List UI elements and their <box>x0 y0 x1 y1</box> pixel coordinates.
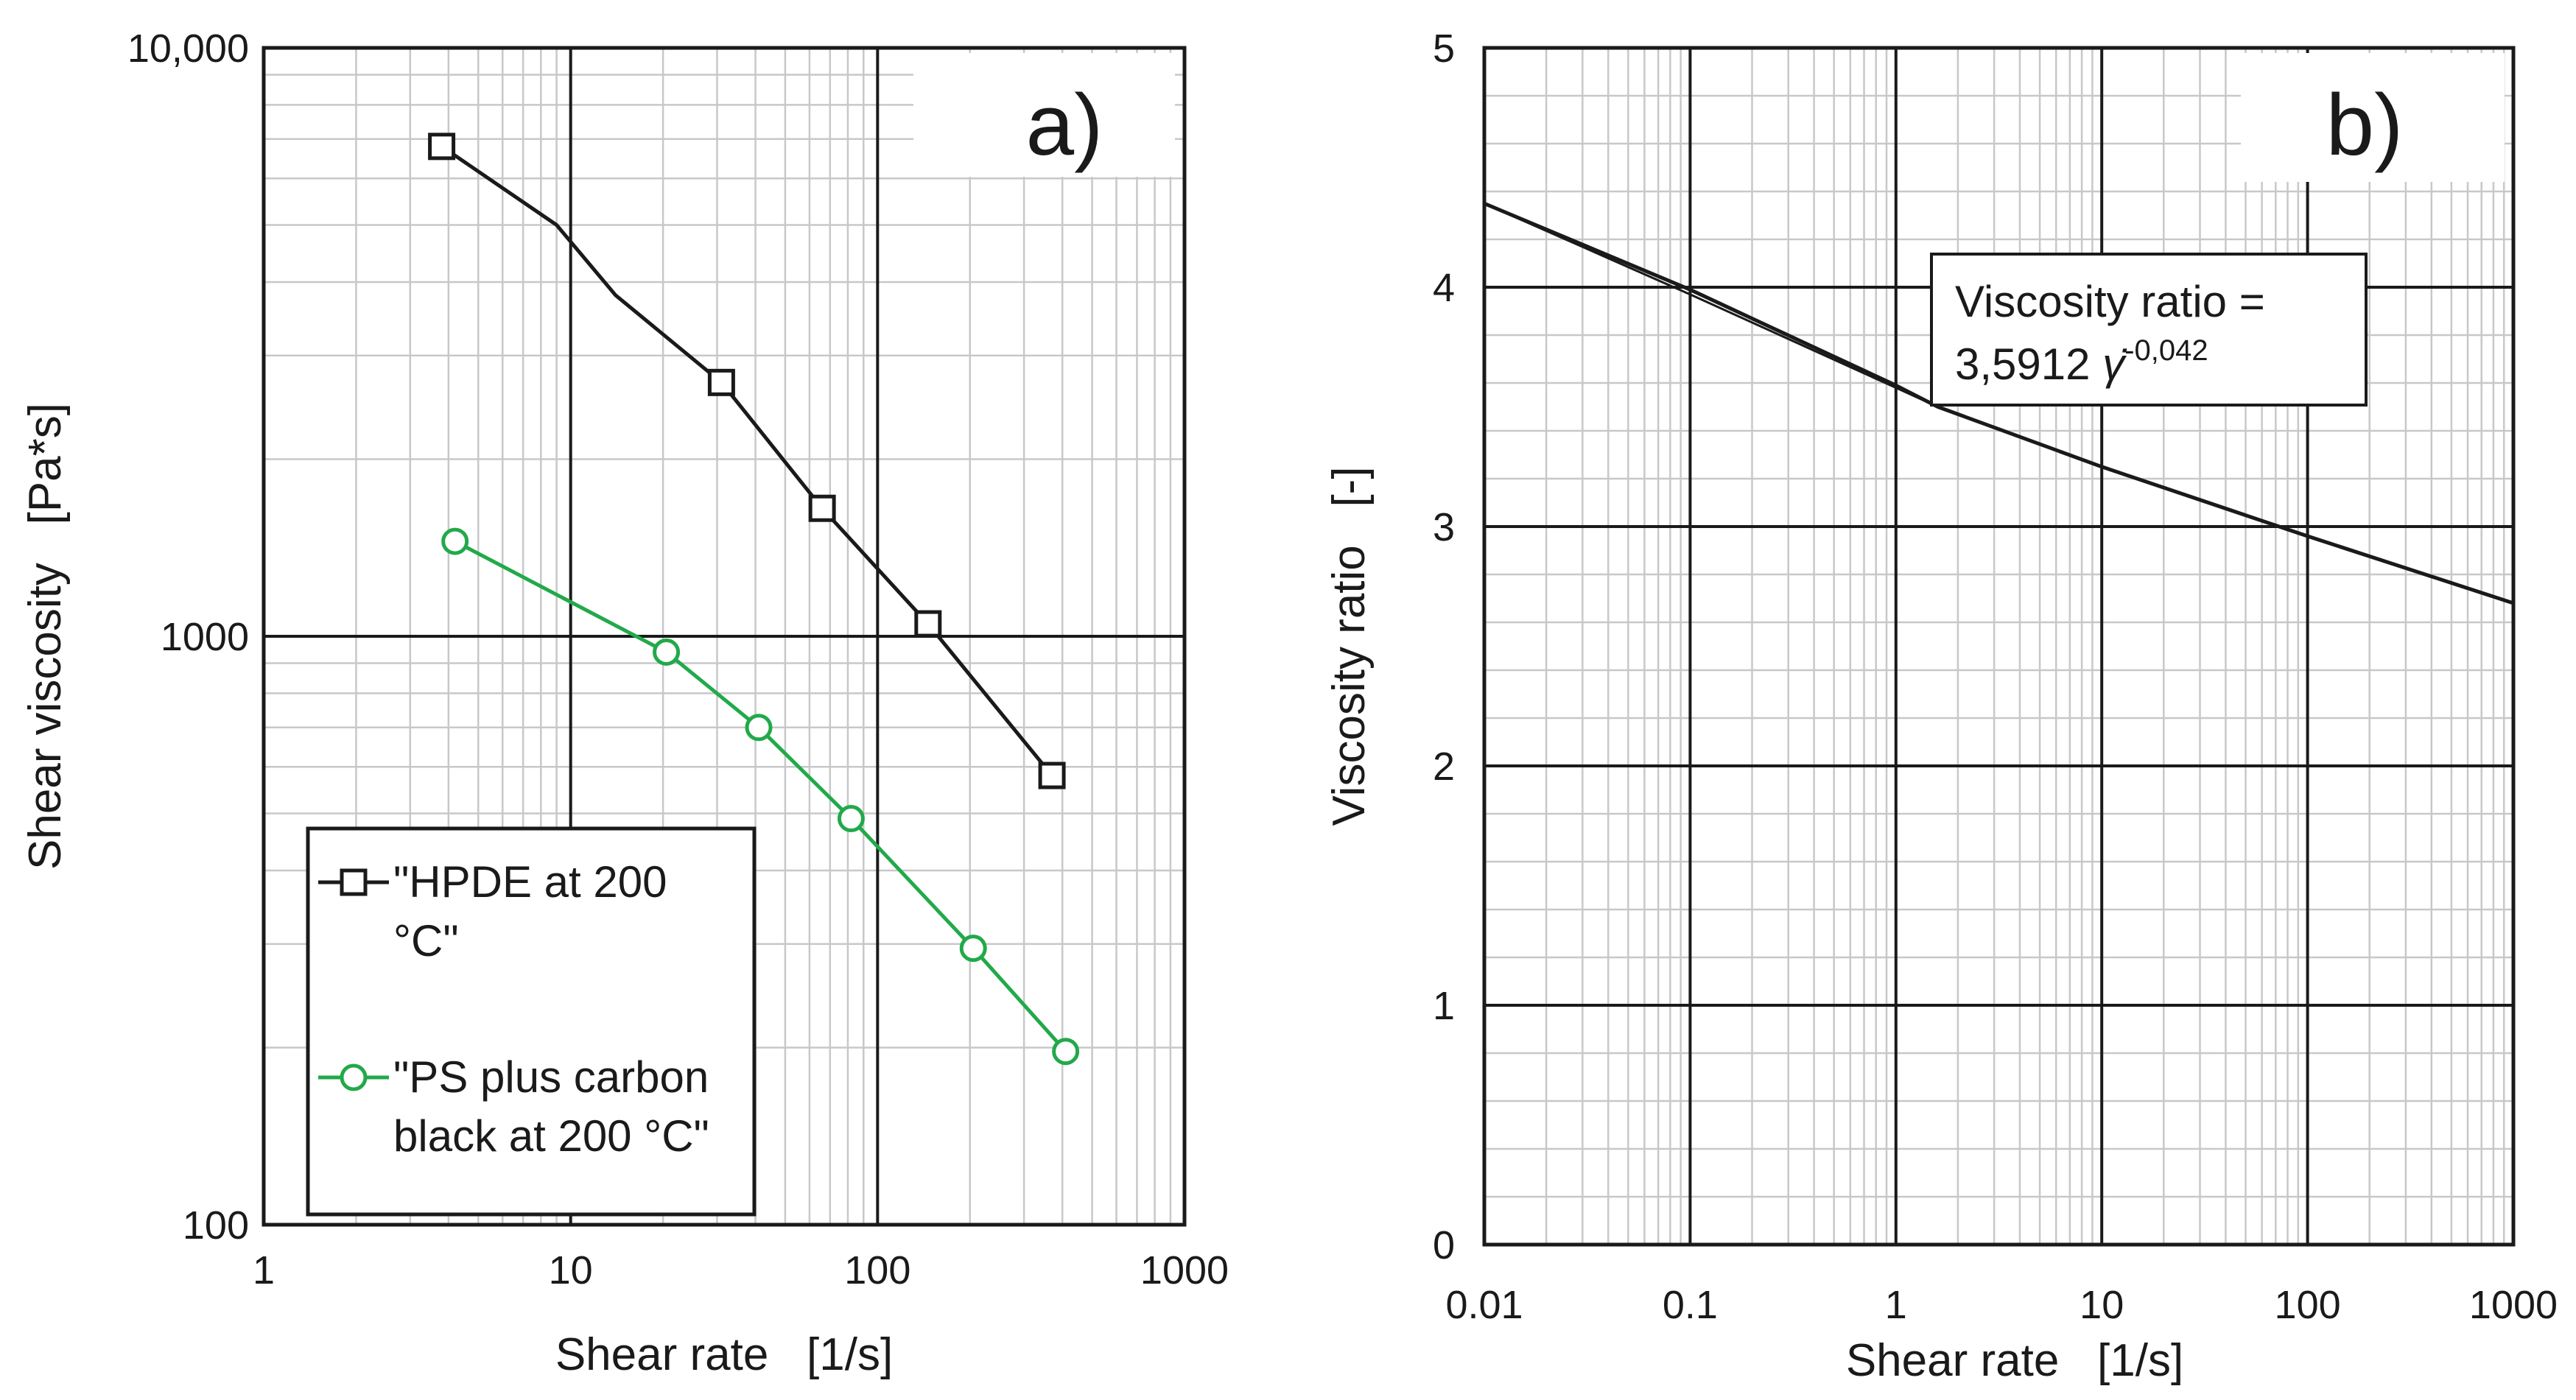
panel-b-y-tick-label: 5 <box>1433 27 1455 71</box>
panel-a-series-0-marker <box>808 494 836 522</box>
panel-a-x-tick-label: 1000 <box>1140 1248 1229 1292</box>
panel-b-y-tick-label: 2 <box>1433 745 1455 789</box>
panel-b-plot-frame <box>1482 46 2516 1247</box>
panel-a-x-tick-label: 10 <box>549 1248 593 1292</box>
equation-line-2: 3,5912 γ̇-0,042 <box>1955 334 2208 389</box>
chart-panel-a: a) 1 10 100 1000 100 1000 10,000 Shear rate [… <box>20 27 1229 1380</box>
panel-a-y-axis-label: Shear viscosity [Pa*s] <box>20 403 71 870</box>
panel-a-x-tick-label: 1 <box>253 1248 275 1292</box>
panel-b-x-tick-labels: 0.01 0.1 1 10 100 1000 <box>1445 1283 2558 1327</box>
panel-b-y-axis-label: Viscosity ratio [-] <box>1324 466 1375 826</box>
panel-a-x-tick-label: 100 <box>844 1248 910 1292</box>
panel-b-equation-box: Viscosity ratio = 3,5912 γ̇-0,042 <box>1930 253 2368 407</box>
panel-a-series-1-line <box>454 539 1067 1053</box>
panel-b-x-tick-label: 10 <box>2080 1283 2124 1327</box>
panel-a-y-tick-label: 1000 <box>161 615 249 659</box>
panel-a-plot-frame <box>262 46 1187 1227</box>
panel-a-series-layer <box>428 133 1080 1066</box>
panel-a-series-0-marker <box>428 133 456 161</box>
panel-b-series-layer <box>1484 201 2514 605</box>
panel-b-label: b) <box>2326 77 2404 174</box>
panel-a-x-axis-label: Shear rate [1/s] <box>555 1329 893 1380</box>
legend-0-marker <box>340 868 368 896</box>
equation-coefficient: 3,5912 <box>1955 340 2091 389</box>
panel-a-y-tick-label: 100 <box>183 1203 249 1248</box>
equation-line-1: Viscosity ratio = <box>1955 277 2265 326</box>
panel-a-series-1-marker <box>745 714 773 742</box>
equation-exponent: -0,042 <box>2124 334 2208 367</box>
legend-1-label-line-0: "PS plus carbon <box>393 1052 709 1102</box>
chart-panel-b: b) 0.01 0.1 1 10 100 1000 0 1 2 3 4 5 Shear rate [… <box>1324 27 2558 1386</box>
legend-0-label-line-0: "HPDE at 200 <box>393 857 667 907</box>
legend-0-label-line-1: °C" <box>393 916 459 965</box>
panel-a-series-1-marker <box>837 805 865 833</box>
panel-a-series-1-marker <box>653 638 681 666</box>
panel-a-series-1-marker <box>1052 1038 1080 1066</box>
panel-a-series-1-marker <box>441 527 469 555</box>
legend-box <box>306 826 757 1217</box>
panel-b-y-tick-labels: 0 1 2 3 4 5 <box>1433 27 1455 1267</box>
panel-b-y-tick-label: 4 <box>1433 266 1455 310</box>
panel-a-series-0-marker <box>1038 761 1066 789</box>
panel-b-minor-grid <box>1484 48 2513 1245</box>
panel-b-series-1-line <box>1484 201 2514 605</box>
panel-b-x-axis-label: Shear rate [1/s] <box>1846 1335 2183 1386</box>
panel-a-y-tick-labels: 100 1000 10,000 <box>127 27 249 1248</box>
panel-b-label-background <box>2241 53 2505 182</box>
panel-b-x-tick-label: 0.01 <box>1445 1283 1523 1327</box>
panel-b-y-tick-label: 1 <box>1433 984 1455 1028</box>
equation-shear-rate-symbol: γ̇ <box>2102 340 2127 389</box>
equation-space <box>2091 340 2103 389</box>
panel-b-x-tick-label: 100 <box>2275 1283 2341 1327</box>
panel-b-x-tick-label: 1000 <box>2469 1283 2558 1327</box>
equation-box-frame <box>1930 253 2368 407</box>
panel-a-x-tick-labels: 1 10 100 1000 <box>253 1248 1229 1292</box>
panel-a-label-background <box>913 53 1175 177</box>
panel-a-series-0-marker <box>707 368 735 396</box>
panel-a-series-1-marker <box>959 935 987 963</box>
legend-1-marker <box>340 1063 368 1091</box>
panel-a-series-0-marker <box>914 610 942 638</box>
legend-1-label-line-1: black at 200 °C" <box>393 1111 709 1161</box>
panel-b-x-tick-label: 0.1 <box>1663 1283 1718 1327</box>
panel-b-y-tick-label: 0 <box>1433 1223 1455 1267</box>
panel-a-legend: "HPDE at 200 °C" "PS plus carbon black at 2… <box>306 826 757 1217</box>
panel-b-y-tick-label: 3 <box>1433 505 1455 549</box>
panel-b-x-tick-label: 1 <box>1885 1283 1907 1327</box>
panel-a-label: a) <box>1026 77 1103 174</box>
panel-a-y-tick-label: 10,000 <box>127 27 249 71</box>
